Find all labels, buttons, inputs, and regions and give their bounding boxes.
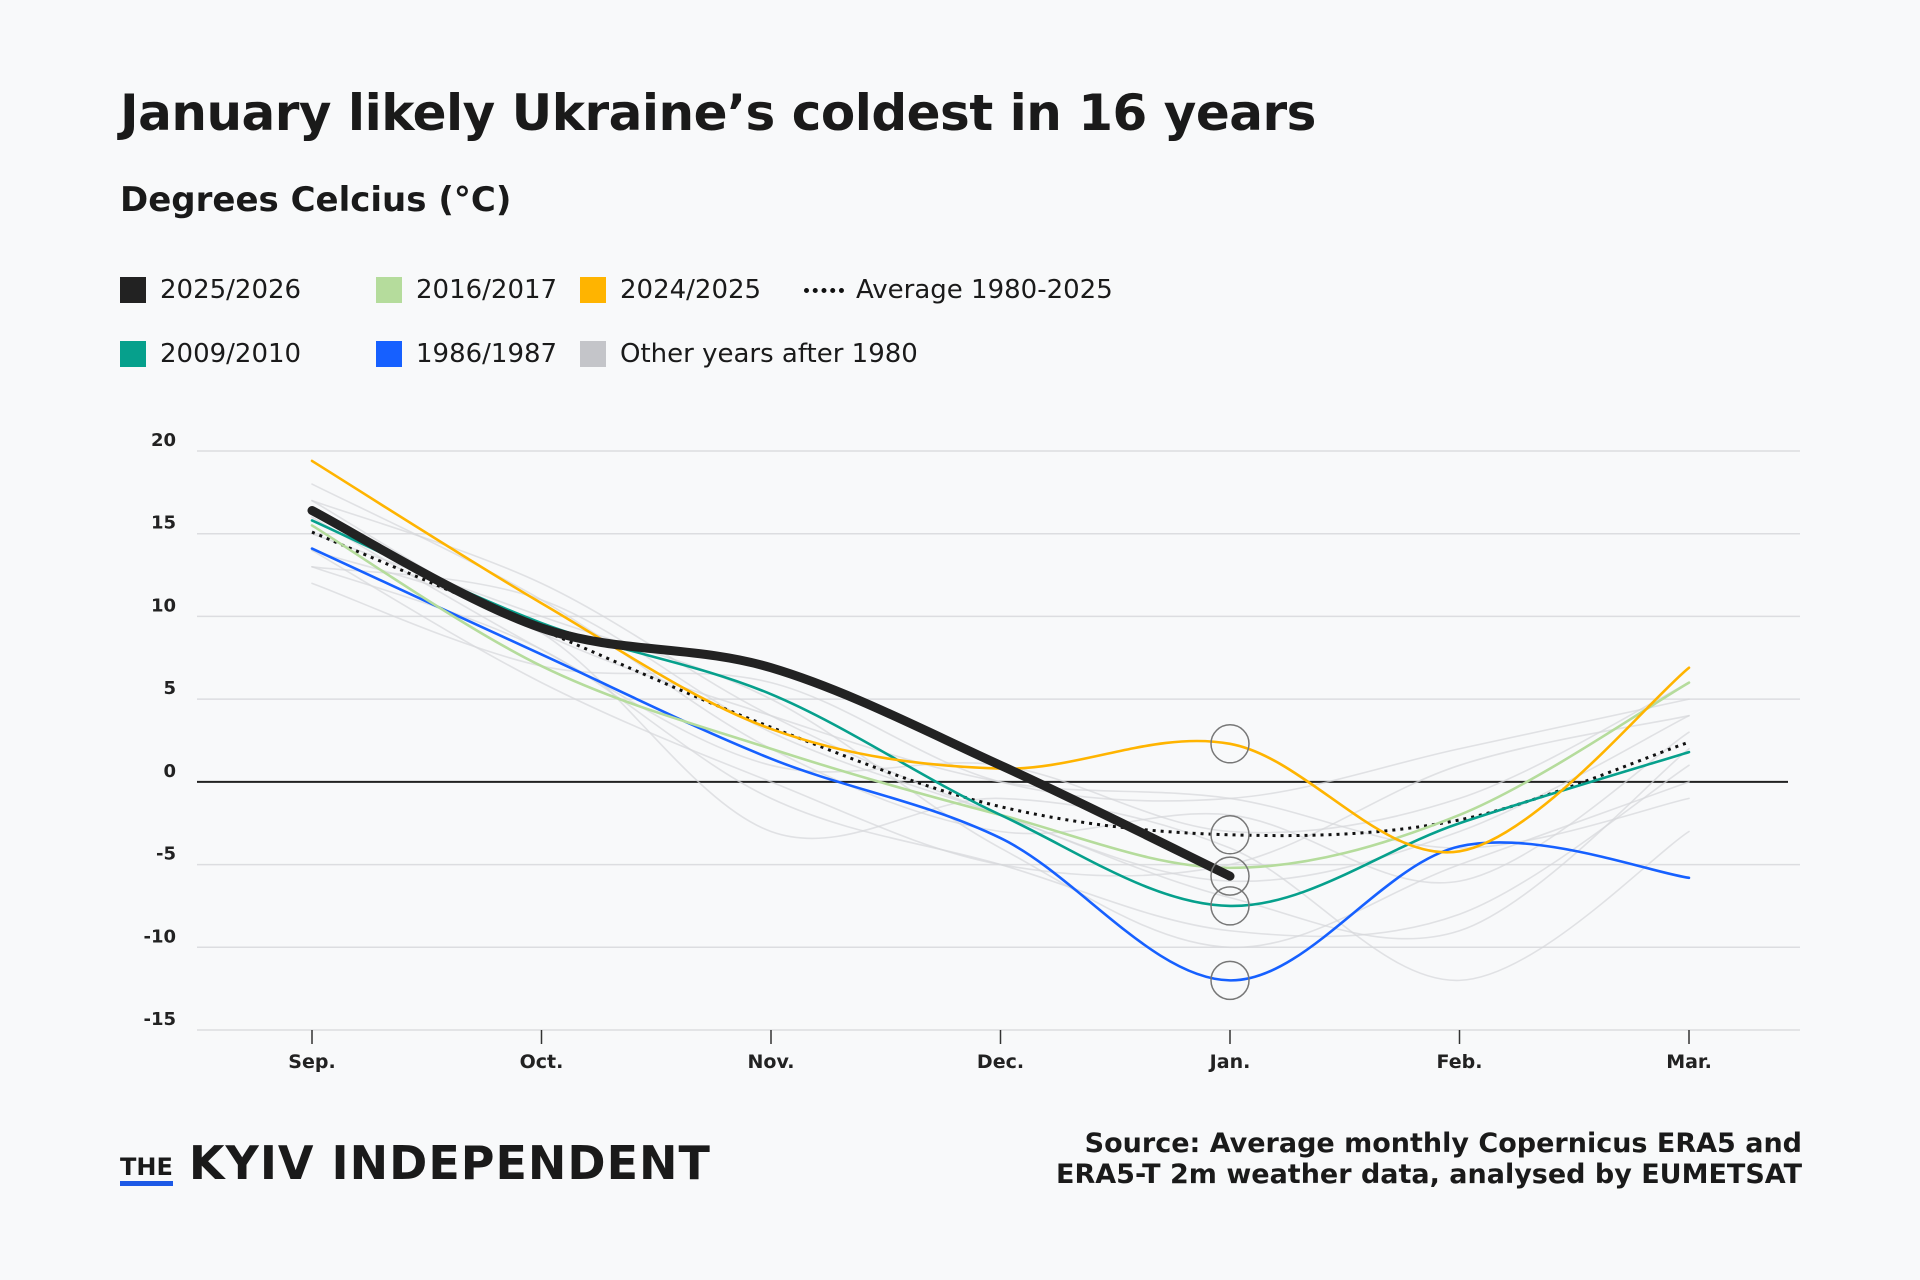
y-tick-label: 20 — [151, 430, 176, 451]
x-tick-label: Nov. — [747, 1051, 794, 1073]
legend-item-2024-2025: 2024/2025 — [580, 275, 761, 305]
legend-item-other-years: Other years after 1980 — [580, 339, 918, 369]
chart-title: January likely Ukraine’s coldest in 16 y… — [120, 84, 1316, 142]
legend-label: 2016/2017 — [416, 275, 558, 305]
legend-item-1986-1987: 1986/1987 — [376, 339, 557, 369]
x-tick-label: Sep. — [288, 1051, 335, 1073]
series-line-other-years-after-1980 — [311, 499, 1690, 883]
january-marker — [1210, 960, 1250, 1001]
legend-dotted-swatch — [804, 287, 844, 293]
y-tick-label: -5 — [156, 844, 176, 865]
legend-swatch — [580, 341, 606, 367]
january-marker — [1210, 815, 1250, 855]
source-line-1: Source: Average monthly Copernicus ERA5 … — [1084, 1128, 1802, 1159]
kyiv-independent-logo: THE KYIV INDEPENDENT — [120, 1140, 711, 1186]
january-marker — [1210, 856, 1250, 896]
legend-item-average: Average 1980-2025 — [804, 275, 1113, 305]
y-tick-label: -10 — [143, 926, 176, 947]
x-tick-label: Jan. — [1208, 1051, 1251, 1073]
logo-name: KYIV INDEPENDENT — [188, 1136, 711, 1190]
x-tick-label: Mar. — [1666, 1051, 1712, 1073]
series-line-1986-1987 — [310, 547, 1691, 982]
series-line-2025-2026 — [307, 506, 1235, 881]
legend-label: 2009/2010 — [160, 339, 302, 369]
legend-item-2009-2010: 2009/2010 — [120, 339, 301, 369]
y-tick-label: -15 — [143, 1009, 176, 1030]
series-line-other-years-after-1980 — [311, 499, 1690, 849]
y-tick-label: 0 — [163, 761, 176, 782]
legend-label: Other years after 1980 — [620, 339, 918, 369]
legend-label: 1986/1987 — [416, 339, 558, 369]
series-line-other-years-after-1980 — [311, 516, 1690, 834]
legend-label: 2024/2025 — [620, 275, 762, 305]
source-line-2: ERA5-T 2m weather data, analysed by EUME… — [1056, 1159, 1802, 1190]
legend-swatch — [120, 341, 146, 367]
january-marker — [1210, 886, 1250, 926]
chart-subtitle: Degrees Celcius (°C) — [120, 180, 512, 220]
legend-swatch — [580, 277, 606, 303]
source-note: Source: Average monthly Copernicus ERA5 … — [1056, 1128, 1802, 1190]
x-tick-label: Dec. — [977, 1051, 1024, 1073]
x-tick-label: Feb. — [1437, 1051, 1483, 1073]
legend-swatch — [376, 277, 402, 303]
january-marker — [1210, 724, 1250, 764]
legend-swatch — [120, 277, 146, 303]
series-line-2024-2025 — [310, 459, 1691, 854]
y-tick-label: 5 — [163, 678, 176, 699]
legend-item-2016-2017: 2016/2017 — [376, 275, 557, 305]
series-line-2009-2010 — [310, 519, 1691, 908]
logo-the: THE — [120, 1155, 173, 1186]
series-line-other-years-after-1980 — [311, 532, 1690, 949]
y-tick-label: 10 — [151, 595, 176, 616]
legend-label: Average 1980-2025 — [856, 275, 1113, 305]
x-tick-label: Oct. — [520, 1051, 564, 1073]
series-line-other-years-after-1980 — [311, 549, 1690, 877]
y-tick-label: 15 — [151, 513, 176, 534]
legend-swatch — [376, 341, 402, 367]
legend-label: 2025/2026 — [160, 275, 302, 305]
legend-item-2025-2026: 2025/2026 — [120, 275, 301, 305]
